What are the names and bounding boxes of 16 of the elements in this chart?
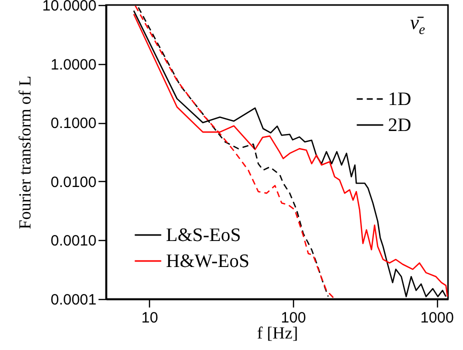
x-axis-title: f [Hz] xyxy=(256,324,298,342)
x-tick-label: 10 xyxy=(141,310,158,326)
y-tick-label: 1.0000 xyxy=(50,56,96,74)
y-axis-title: Fourier transform of L xyxy=(15,76,34,230)
annotation: 1D xyxy=(388,89,412,110)
legend-label: H&W-EoS xyxy=(166,251,250,272)
y-tick-label: 0.1000 xyxy=(50,115,96,132)
y-tick-label: 0.0010 xyxy=(50,232,96,250)
x-tick-label: 1000 xyxy=(420,310,454,326)
y-tick-label: 0.0100 xyxy=(50,174,96,191)
symbol-label: ν̄$_{e}$ xyxy=(410,12,426,39)
y-tick-label: 10.0000 xyxy=(42,0,96,14)
legend-label: L&S-EoS xyxy=(166,225,241,246)
annotation: 2D xyxy=(388,115,412,136)
y-tick-label: 0.0001 xyxy=(50,292,96,308)
x-tick-label: 100 xyxy=(280,310,306,326)
